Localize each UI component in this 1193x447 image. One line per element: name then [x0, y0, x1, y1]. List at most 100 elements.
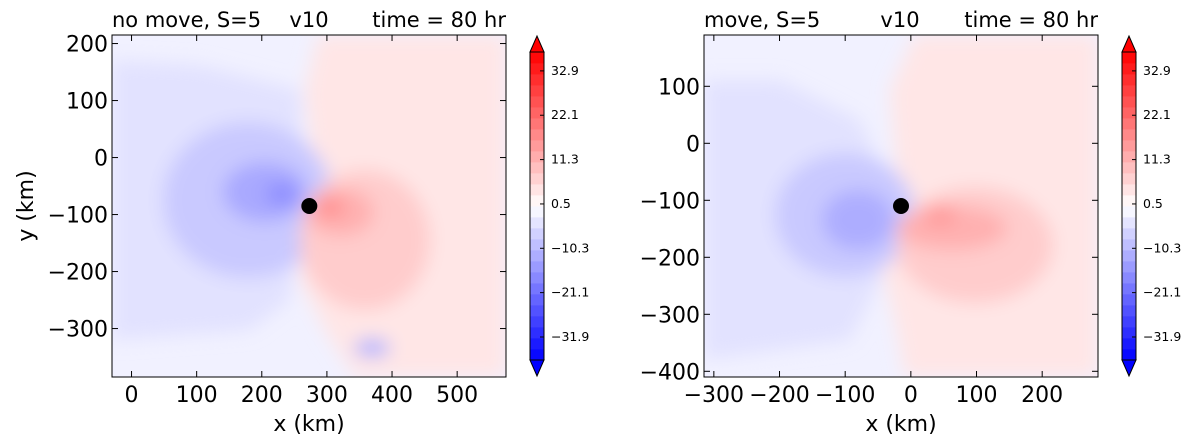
- title-center: v10: [880, 8, 919, 32]
- negative-spot-south: [354, 339, 390, 357]
- colorbar-band: [530, 261, 544, 273]
- x-tick-label: 200: [1021, 383, 1063, 408]
- colorbar-band: [1122, 129, 1136, 141]
- negative-region-inner: [822, 190, 894, 250]
- colorbar-tick-label: −10.3: [1143, 240, 1181, 255]
- y-tick-label: −400: [640, 360, 700, 385]
- colorbar-frame: [1121, 51, 1137, 361]
- colorbar-extend-max: [1121, 34, 1137, 53]
- colorbar-band: [530, 107, 544, 119]
- x-ticks: 0 100 200 300 400 500: [125, 35, 478, 408]
- x-tick-label: −300: [684, 383, 744, 408]
- colorbar-band: [530, 217, 544, 229]
- colorbar-tick-label: 11.3: [1143, 152, 1171, 167]
- colorbar-tick-label: 0.5: [1143, 196, 1163, 211]
- colorbar-extend-min: [1121, 359, 1137, 378]
- colorbar-band: [1122, 85, 1136, 97]
- colorbar-band: [1122, 184, 1136, 196]
- colorbar-band: [1122, 327, 1136, 339]
- y-ticks: 100 0 −100 −200 −300 −400: [640, 75, 1098, 385]
- colorbar-band: [1122, 217, 1136, 229]
- y-tick-label: −200: [48, 261, 108, 286]
- y-tick-label: 100: [658, 75, 700, 100]
- title-right: time = 80 hr: [372, 8, 506, 32]
- colorbar-band: [1122, 272, 1136, 284]
- colorbar-ticks: 32.9 22.1 11.3 0.5 −10.3 −21.1 −31.9: [1132, 63, 1181, 344]
- colorbar-band: [1122, 316, 1136, 328]
- x-tick-label: 0: [125, 383, 139, 408]
- colorbar-band: [1122, 206, 1136, 218]
- x-axis-label: x (km): [273, 412, 344, 437]
- colorbar-bands: [530, 52, 544, 361]
- title-center: v10: [289, 8, 328, 32]
- negative-region-core: [266, 183, 298, 205]
- storm-center-marker: [301, 198, 318, 214]
- axes-frame: [703, 34, 1099, 378]
- x-tick-label: 100: [176, 383, 218, 408]
- colorbar-band: [1122, 283, 1136, 295]
- colorbar-band: [530, 162, 544, 174]
- colorbar-band: [1122, 74, 1136, 86]
- contour-field: [112, 35, 506, 377]
- y-tick-label: −100: [640, 189, 700, 214]
- colorbar-band: [530, 316, 544, 328]
- colorbar-band: [530, 272, 544, 284]
- colorbar-band: [530, 173, 544, 185]
- colorbar-band: [530, 305, 544, 317]
- x-axis-label: x (km): [865, 412, 936, 437]
- colorbar-tick-label: 32.9: [551, 63, 579, 78]
- colorbar-band: [1122, 250, 1136, 262]
- x-tick-label: 100: [956, 383, 998, 408]
- colorbar-band: [530, 338, 544, 350]
- colorbar-band: [530, 206, 544, 218]
- colorbar-tick-label: 22.1: [1143, 107, 1171, 122]
- colorbar-band: [530, 228, 544, 240]
- colorbar-band: [530, 96, 544, 108]
- x-tick-label: 300: [306, 383, 348, 408]
- colorbar-band: [530, 129, 544, 141]
- colorbar-band: [1122, 118, 1136, 130]
- y-ticks: 200 100 0 −100 −200 −300: [48, 33, 506, 343]
- colorbar-ticks: 32.9 22.1 11.3 0.5 −10.3 −21.1 −31.9: [540, 63, 589, 344]
- title-right: time = 80 hr: [964, 8, 1098, 32]
- colorbar-tick-label: −21.1: [1143, 285, 1181, 300]
- colorbar-band: [1122, 195, 1136, 207]
- colorbar-band: [1122, 52, 1136, 64]
- y-tick-label: 200: [66, 33, 108, 58]
- colorbar-band: [1122, 140, 1136, 152]
- colorbar-band: [530, 195, 544, 207]
- colorbar-band: [530, 118, 544, 130]
- colorbar-band: [530, 184, 544, 196]
- colorbar-tick-label: −21.1: [551, 285, 589, 300]
- y-axis-label: y (km): [14, 170, 39, 241]
- colorbar-frame: [529, 51, 545, 361]
- colorbar-extend-min: [529, 359, 545, 378]
- colorbar-band: [1122, 162, 1136, 174]
- x-tick-label: 0: [904, 383, 918, 408]
- colorbar-band: [530, 85, 544, 97]
- colorbar-band: [530, 250, 544, 262]
- y-tick-label: 0: [686, 132, 700, 157]
- panel-no-move: no move, S=5 v10 time = 80 hr 0 100 200 300…: [14, 8, 589, 437]
- colorbar-band: [530, 239, 544, 251]
- colorbar-band: [1122, 107, 1136, 119]
- colorbar-tick-label: 22.1: [551, 107, 579, 122]
- axes-frame: [111, 34, 507, 378]
- colorbar-band: [530, 74, 544, 86]
- colorbar-band: [1122, 151, 1136, 163]
- colorbar-band: [1122, 305, 1136, 317]
- colorbar-tick-label: 32.9: [1143, 63, 1171, 78]
- colorbar-extend-max: [529, 34, 545, 53]
- x-ticks: −300 −200 −100 0 100 200: [684, 35, 1063, 408]
- colorbar-tick-label: 0.5: [551, 196, 571, 211]
- colorbar: 32.9 22.1 11.3 0.5 −10.3 −21.1 −31.9: [1121, 34, 1181, 378]
- y-tick-label: 100: [66, 90, 108, 115]
- x-tick-label: −200: [749, 383, 809, 408]
- colorbar-tick-label: −31.9: [551, 329, 589, 344]
- colorbar-band: [1122, 96, 1136, 108]
- colorbar-band: [530, 327, 544, 339]
- y-tick-label: 0: [94, 147, 108, 172]
- y-tick-label: −300: [48, 318, 108, 343]
- colorbar-band: [530, 151, 544, 163]
